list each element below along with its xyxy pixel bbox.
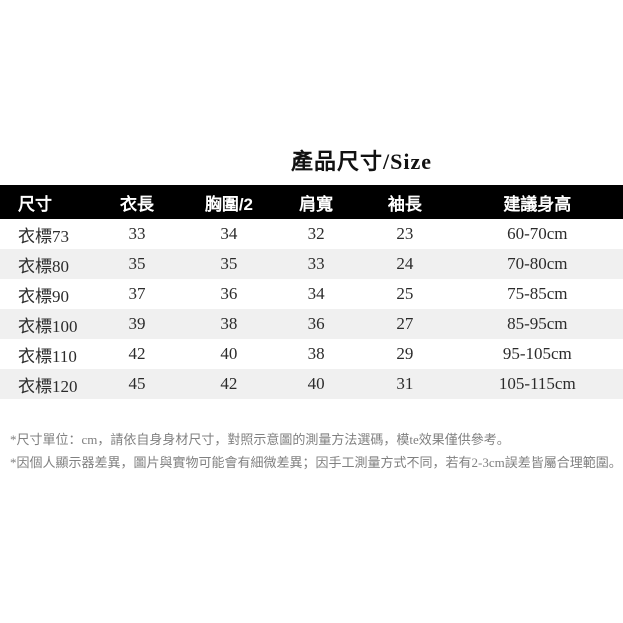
page-title: 產品尺寸/Size <box>291 149 432 174</box>
table-cell: 42 <box>90 339 184 369</box>
table-cell: 33 <box>274 249 359 279</box>
table-cell: 36 <box>183 279 275 309</box>
table-cell: 85-95cm <box>451 309 623 339</box>
footnote-units: *尺寸單位：cm，請依自身身材尺寸，對照示意圖的測量方法選碼，模te效果僅供參考… <box>10 432 510 447</box>
footnotes: *尺寸單位：cm，請依自身身材尺寸，對照示意圖的測量方法選碼，模te效果僅供參考… <box>10 428 622 474</box>
table-cell: 23 <box>358 219 452 249</box>
table-cell: 38 <box>274 339 359 369</box>
table-row: 衣標73 33 34 32 23 60-70cm <box>0 219 623 249</box>
table-cell: 35 <box>183 249 275 279</box>
table-cell: 35 <box>90 249 184 279</box>
table-cell: 34 <box>274 279 359 309</box>
table-cell: 33 <box>90 219 184 249</box>
table-cell: 31 <box>358 369 452 399</box>
table-cell: 37 <box>90 279 184 309</box>
table-cell: 36 <box>274 309 359 339</box>
table-cell: 34 <box>183 219 275 249</box>
table-row: 衣標110 42 40 38 29 95-105cm <box>0 339 623 369</box>
table-cell: 75-85cm <box>451 279 623 309</box>
table-row: 衣標100 39 38 36 27 85-95cm <box>0 309 623 339</box>
column-header: 尺寸 <box>0 185 91 219</box>
table-cell: 衣標80 <box>0 249 91 279</box>
column-header: 建議身高 <box>451 185 623 219</box>
column-header: 衣長 <box>90 185 184 219</box>
table-row: 衣標80 35 35 33 24 70-80cm <box>0 249 623 279</box>
table-cell: 70-80cm <box>451 249 623 279</box>
table-cell: 25 <box>358 279 452 309</box>
size-table: 尺寸 衣長 胸圍/2 肩寬 袖長 建議身高 衣標73 33 34 32 23 60-70cm 衣標80… <box>0 185 623 399</box>
table-cell: 38 <box>183 309 275 339</box>
table-cell: 42 <box>183 369 275 399</box>
footnote-tolerance: *因個人顯示器差異，圖片與實物可能會有細微差異；因手工測量方式不同，若有2-3c… <box>10 455 622 470</box>
table-cell: 衣標110 <box>0 339 91 369</box>
table-cell: 60-70cm <box>451 219 623 249</box>
column-header: 肩寬 <box>274 185 359 219</box>
table-cell: 105-115cm <box>451 369 623 399</box>
table-cell: 衣標120 <box>0 369 91 399</box>
table-row: 衣標90 37 36 34 25 75-85cm <box>0 279 623 309</box>
table-cell: 32 <box>274 219 359 249</box>
table-cell: 衣標100 <box>0 309 91 339</box>
table-cell: 40 <box>183 339 275 369</box>
table-cell: 39 <box>90 309 184 339</box>
column-header: 袖長 <box>358 185 452 219</box>
table-header-row: 尺寸 衣長 胸圍/2 肩寬 袖長 建議身高 <box>0 185 623 219</box>
table-cell: 40 <box>274 369 359 399</box>
table-cell: 24 <box>358 249 452 279</box>
table-cell: 衣標90 <box>0 279 91 309</box>
table-body: 衣標73 33 34 32 23 60-70cm 衣標80 35 35 33 24 70-80cm 衣標… <box>0 219 623 399</box>
table-cell: 45 <box>90 369 184 399</box>
table-row: 衣標120 45 42 40 31 105-115cm <box>0 369 623 399</box>
table-cell: 27 <box>358 309 452 339</box>
table-cell: 29 <box>358 339 452 369</box>
table-cell: 衣標73 <box>0 219 91 249</box>
table-cell: 95-105cm <box>451 339 623 369</box>
column-header: 胸圍/2 <box>183 185 275 219</box>
